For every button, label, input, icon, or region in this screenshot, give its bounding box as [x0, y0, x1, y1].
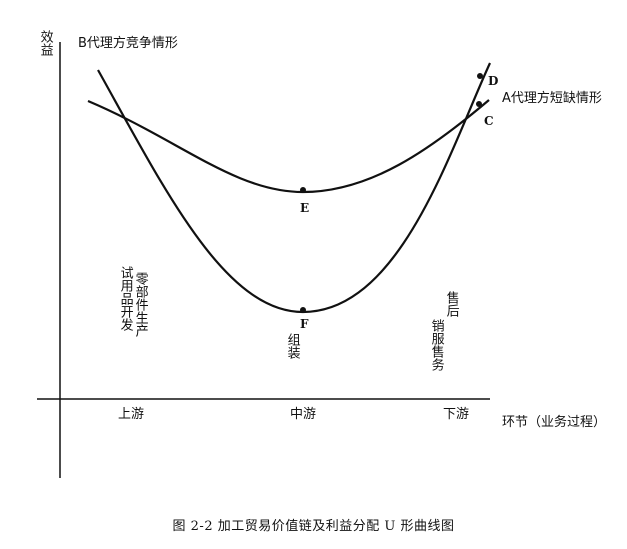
tick-downstream: 下游: [443, 407, 470, 422]
activity-upstream-parts: 零部件生产: [132, 272, 148, 337]
x-axis-label: 环节（业务过程）: [502, 415, 607, 430]
tick-midstream: 中游: [290, 407, 317, 422]
point-f-marker: [300, 307, 306, 313]
point-c-marker: [476, 101, 482, 107]
point-d-label: D: [488, 74, 499, 88]
point-f-label: F: [300, 317, 309, 331]
activity-midstream-assembly: 组装: [284, 333, 300, 359]
point-e-label: E: [300, 201, 310, 215]
activity-downstream-service: 销服售务: [428, 319, 444, 371]
point-c-label: C: [484, 114, 494, 128]
point-d-marker: [477, 73, 483, 79]
curve-b-competition: [97, 62, 491, 314]
curve-b-label: B代理方竞争情形: [78, 36, 178, 51]
curve-a-label: A代理方短缺情形: [502, 91, 602, 106]
curve-a-shortage: [87, 99, 490, 194]
tick-upstream: 上游: [118, 407, 145, 422]
y-axis-label: 效益: [37, 30, 53, 56]
point-e-marker: [300, 187, 306, 193]
activity-upstream-trial: 试用品开发: [117, 266, 133, 331]
activity-downstream-after: 售后: [443, 291, 459, 317]
figure-caption: 图 2-2 加工贸易价值链及利益分配 U 形曲线图: [172, 519, 455, 534]
